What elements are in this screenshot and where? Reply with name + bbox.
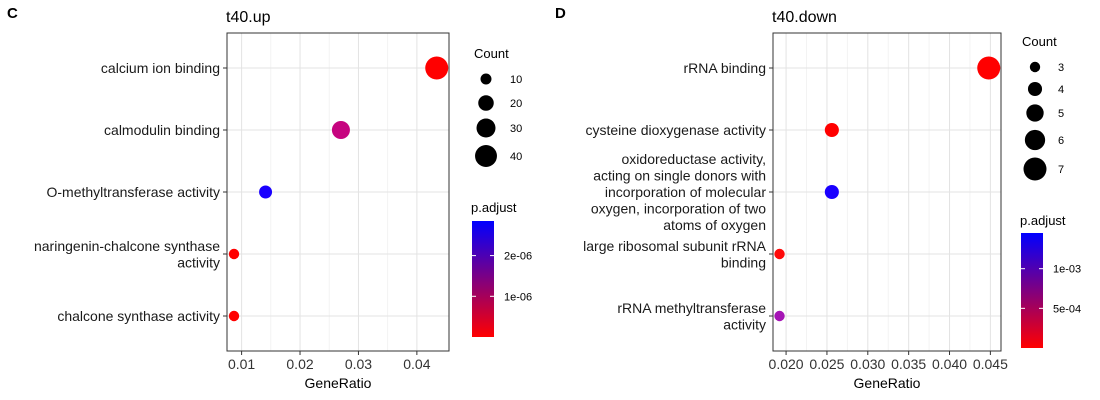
x-tick-label: 0.040	[932, 356, 967, 372]
size-legend-dot	[1026, 104, 1044, 122]
data-point	[425, 56, 449, 80]
panel-letter: C	[7, 5, 18, 22]
data-point	[824, 122, 839, 138]
data-point	[228, 248, 240, 260]
color-legend-label: 1e-03	[1053, 264, 1081, 276]
color-legend-label: 5e-04	[1053, 303, 1081, 315]
size-legend-label: 5	[1058, 108, 1064, 120]
size-legend-dot	[480, 73, 492, 85]
size-legend-dot	[476, 118, 496, 138]
size-legend-label: 6	[1058, 135, 1064, 147]
color-legend-bar	[1021, 233, 1043, 348]
size-legend-label: 4	[1058, 84, 1064, 96]
plot-title: t40.up	[226, 9, 271, 26]
size-legend-title: Count	[1022, 34, 1057, 49]
panel-letter: D	[555, 5, 566, 22]
x-tick-label: 0.03	[345, 356, 372, 372]
size-legend-dot	[1024, 129, 1046, 151]
data-point	[774, 248, 785, 260]
size-legend-dot	[1023, 157, 1047, 181]
x-tick-label: 0.04	[403, 356, 430, 372]
data-point	[331, 120, 350, 140]
x-axis-title: GeneRatio	[854, 375, 921, 391]
x-tick-label: 0.02	[286, 356, 313, 372]
x-tick-label: 0.035	[891, 356, 926, 372]
size-legend-label: 40	[510, 151, 522, 163]
y-tick-label: rRNA methyltransferase activity	[617, 300, 766, 333]
y-tick-label: chalcone synthase activity	[57, 308, 220, 324]
x-tick-label: 0.045	[973, 356, 1008, 372]
y-tick-label: calcium ion binding	[101, 60, 220, 76]
plot-title: t40.down	[772, 9, 837, 26]
gridlines	[227, 33, 449, 351]
color-legend-label: 1e-06	[504, 291, 532, 303]
data-point	[824, 184, 839, 200]
size-legend-title: Count	[474, 46, 509, 61]
size-legend-dot	[1029, 61, 1041, 73]
x-tick-label: 0.030	[850, 356, 885, 372]
y-tick-label: naringenin-chalcone synthase activity	[34, 238, 220, 271]
x-tick-label: 0.020	[769, 356, 804, 372]
size-legend-dot	[475, 145, 497, 167]
data-point	[977, 56, 1001, 80]
x-tick-label: 0.01	[228, 356, 255, 372]
x-tick-label: 0.025	[809, 356, 844, 372]
color-legend-title: p.adjust	[471, 200, 517, 215]
data-point	[259, 185, 273, 199]
size-legend-dot	[1027, 81, 1043, 97]
data-point	[774, 310, 785, 322]
color-legend-title: p.adjust	[1020, 213, 1066, 228]
y-tick-label: calmodulin binding	[104, 122, 220, 138]
size-legend-label: 7	[1058, 164, 1064, 176]
size-legend-label: 3	[1058, 62, 1064, 74]
y-tick-label: large ribosomal subunit rRNA binding	[583, 238, 767, 271]
y-tick-label: cysteine dioxygenase activity	[585, 122, 766, 138]
color-legend-bar	[472, 221, 494, 337]
data-point	[228, 310, 240, 322]
color-legend-label: 2e-06	[504, 251, 532, 263]
y-tick-label: rRNA binding	[684, 60, 767, 76]
y-tick-label: O-methyltransferase activity	[47, 184, 221, 200]
size-legend-label: 20	[510, 98, 522, 110]
size-legend-label: 10	[510, 74, 522, 86]
size-legend-label: 30	[510, 123, 522, 135]
y-tick-label: oxidoreductase activity, acting on single…	[591, 151, 766, 233]
size-legend-dot	[478, 95, 494, 111]
x-axis-title: GeneRatio	[305, 375, 372, 391]
